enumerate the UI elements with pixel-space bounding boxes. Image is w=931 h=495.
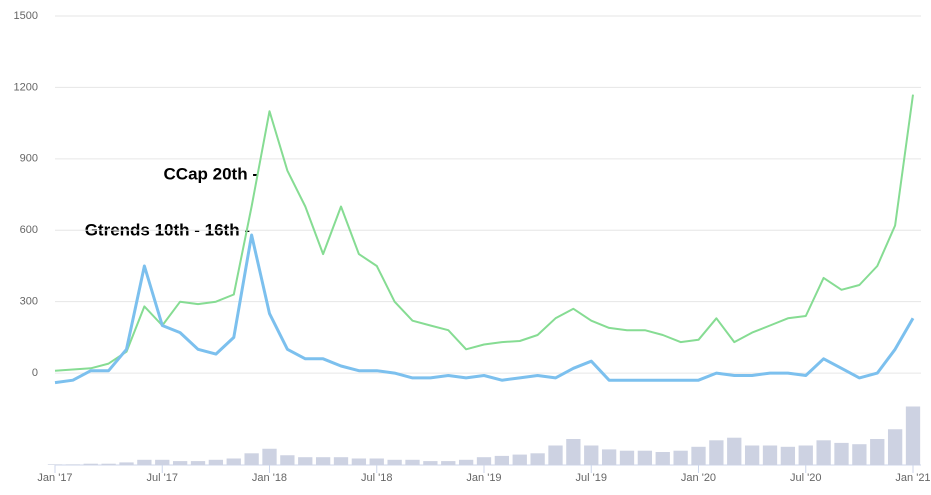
volume-bar — [530, 453, 545, 465]
volume-bar — [280, 455, 295, 465]
x-tick-label: Jul '19 — [576, 472, 607, 484]
volume-bar — [298, 457, 313, 465]
y-tick-label: 900 — [20, 153, 38, 165]
volume-bar — [780, 446, 796, 465]
volume-bar — [816, 440, 831, 465]
volume-bar — [905, 406, 921, 465]
volume-bar — [47, 464, 63, 465]
volume-bar — [744, 445, 760, 465]
volume-bar — [548, 445, 563, 465]
volume-bar — [691, 446, 706, 465]
volume-bar — [601, 449, 617, 465]
volume-bar — [852, 444, 867, 465]
x-tick-label: Jan '18 — [252, 472, 287, 484]
y-tick-label: 600 — [20, 224, 38, 236]
volume-bar — [709, 440, 724, 465]
volume-bar — [226, 458, 241, 465]
volume-bar — [476, 457, 492, 465]
volume-bar — [441, 461, 456, 465]
series-line — [54, 94, 914, 372]
volume-bar — [190, 461, 206, 465]
volume-bar — [458, 459, 474, 465]
volume-bar — [655, 452, 670, 465]
volume-bar — [405, 459, 420, 465]
volume-bar — [619, 450, 635, 465]
volume-bar — [244, 453, 259, 465]
volume-bar — [762, 445, 778, 465]
volume-bar — [494, 455, 510, 465]
volume-bar — [512, 454, 527, 465]
volume-bar — [834, 442, 849, 465]
volume-bar — [208, 459, 224, 465]
volume-bar — [101, 463, 116, 465]
volume-bar — [172, 461, 188, 465]
y-tick-label: 0 — [32, 367, 38, 379]
volume-bar — [584, 445, 599, 465]
series-line — [54, 233, 915, 385]
x-tick-label: Jan '17 — [37, 472, 72, 484]
volume-bar — [423, 461, 438, 465]
volume-bar — [315, 457, 331, 465]
volume-bar — [351, 458, 367, 465]
x-tick-label: Jan '19 — [466, 472, 501, 484]
volume-bar — [637, 450, 653, 465]
volume-bar — [887, 429, 903, 465]
annotation: CCap 20th - — [164, 164, 258, 183]
volume-bar — [83, 463, 98, 465]
volume-bar — [727, 437, 742, 465]
x-tick-label: Jul '20 — [790, 472, 821, 484]
x-tick-label: Jul '18 — [361, 472, 392, 484]
x-tick-label: Jan '21 — [895, 472, 930, 484]
y-tick-label: 1200 — [14, 81, 38, 93]
x-tick-label: Jul '17 — [147, 472, 178, 484]
volume-bar — [137, 459, 152, 465]
y-tick-label: 1500 — [14, 10, 38, 22]
volume-bar — [155, 459, 170, 465]
volume-bar — [262, 448, 277, 465]
volume-bar — [566, 439, 581, 465]
volume-bar — [369, 458, 384, 465]
y-tick-label: 300 — [20, 296, 38, 308]
volume-bar — [387, 459, 402, 465]
volume-bar — [119, 462, 134, 465]
volume-bar — [65, 464, 81, 465]
volume-bar — [673, 450, 688, 465]
volume-bar — [798, 445, 813, 465]
volume-bar — [333, 457, 349, 465]
volume-bar — [870, 439, 885, 465]
x-tick-label: Jan '20 — [681, 472, 716, 484]
